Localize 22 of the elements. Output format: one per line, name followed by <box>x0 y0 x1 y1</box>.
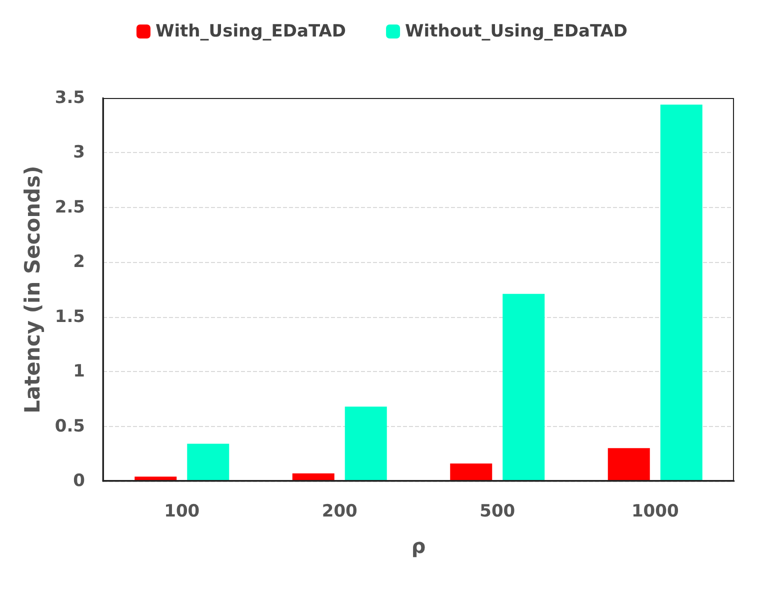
legend-label: With_Using_EDaTAD <box>155 22 346 42</box>
y-axis-title: Latency (in Seconds) <box>20 166 44 414</box>
bar <box>450 463 492 481</box>
x-axis-title: ρ <box>411 534 426 558</box>
x-tick-label: 500 <box>480 502 516 522</box>
x-tick-label: 200 <box>322 502 358 522</box>
x-tick-label: 100 <box>164 502 200 522</box>
bar <box>344 406 387 481</box>
legend-label: Without_Using_EDaTAD <box>405 22 628 42</box>
bar <box>187 444 230 481</box>
bar <box>608 448 650 481</box>
y-tick-label: 0.5 <box>54 416 85 436</box>
y-tick-label: 3 <box>73 142 85 163</box>
x-tick-label: 1000 <box>631 502 679 522</box>
y-tick-label: 1 <box>73 362 85 382</box>
y-tick-label: 0 <box>73 471 86 491</box>
y-tick-label: 3.5 <box>54 88 85 108</box>
bar <box>660 104 702 481</box>
bar <box>502 294 545 481</box>
y-tick-label: 1.5 <box>54 306 85 327</box>
y-tick-label: 2.5 <box>54 197 85 218</box>
y-tick-label: 2 <box>73 252 85 272</box>
